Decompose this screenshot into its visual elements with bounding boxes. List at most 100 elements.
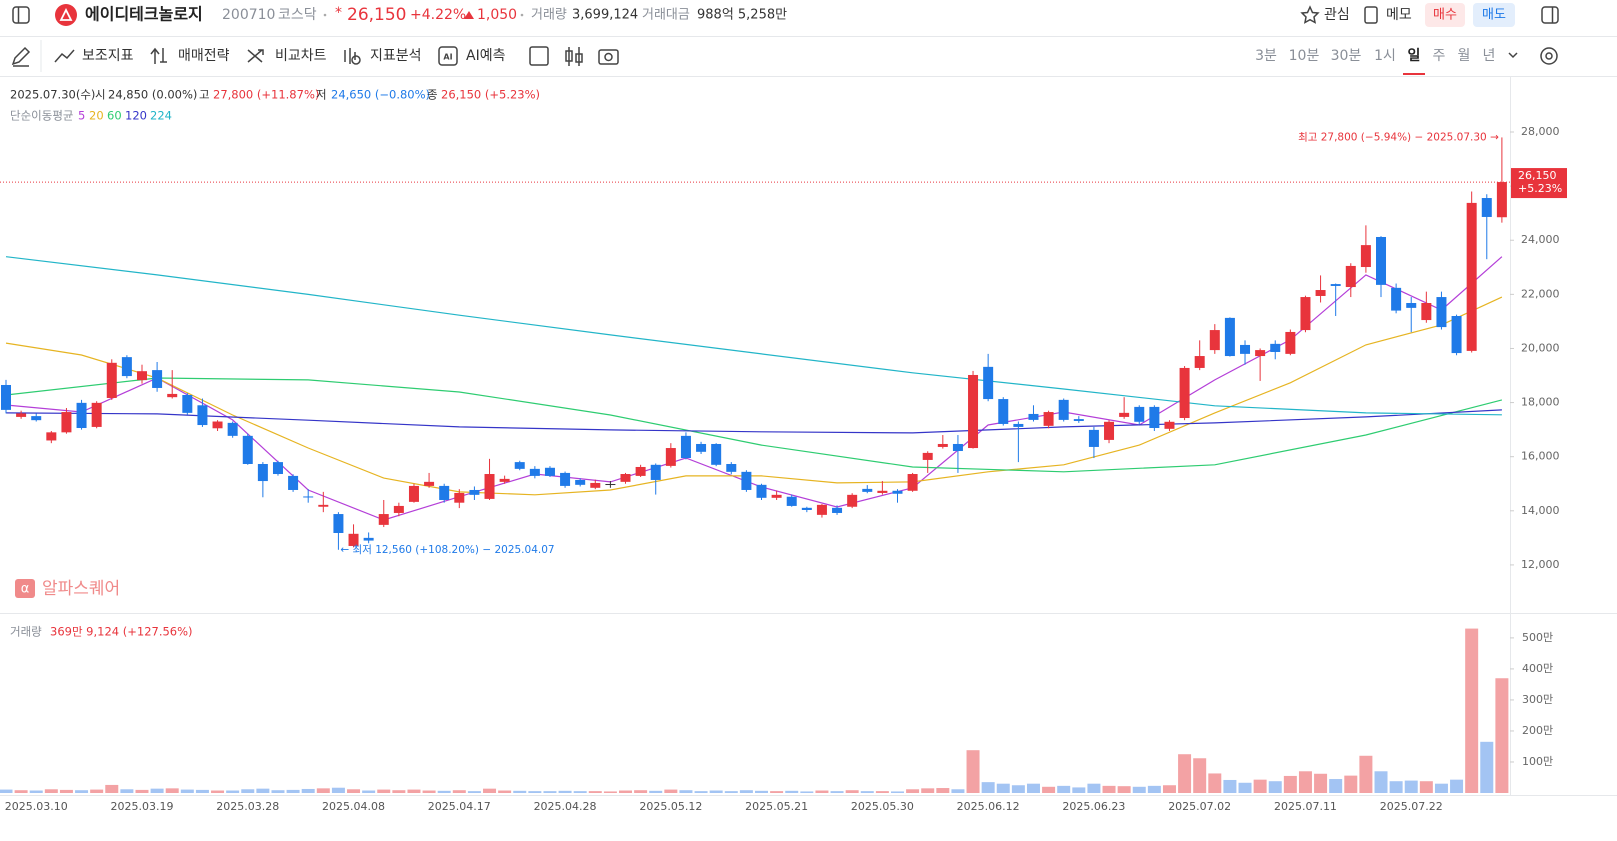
x-tick-label: 2025.05.12: [639, 800, 702, 813]
volume-bar: [860, 791, 874, 793]
candle-body: [605, 484, 616, 486]
volume-bar: [0, 789, 13, 793]
volume-bar: [498, 790, 512, 793]
ma-label: 단순이동평균: [10, 109, 73, 123]
candle-body: [575, 479, 586, 485]
volume-bar: [1465, 628, 1479, 793]
candle-body: [1028, 413, 1039, 420]
volume-bar: [1238, 782, 1252, 793]
tool[interactable]: 매매전략: [178, 48, 230, 64]
volume-bar: [331, 787, 345, 793]
candle-body: [1436, 297, 1447, 328]
volume-bar: [362, 790, 376, 793]
panel-toggle[interactable]: [1541, 6, 1559, 24]
timeframe[interactable]: 년: [1483, 48, 1496, 64]
volume-bar: [1117, 786, 1131, 793]
candle-body: [771, 494, 782, 498]
candle-body: [922, 452, 933, 460]
candle-body: [1088, 429, 1099, 447]
candle-body: [408, 485, 419, 502]
timeframe[interactable]: 3분: [1255, 48, 1277, 64]
volume-bar: [755, 790, 768, 793]
volume-bar: [1329, 779, 1343, 793]
watermark-logo-mark: α: [21, 582, 30, 597]
analysis-icon-lens: [351, 55, 361, 65]
strategy-icon[interactable]: [150, 47, 167, 64]
camera-icon[interactable]: [598, 49, 619, 65]
last-price-label: 26,150: [1518, 169, 1557, 182]
timeframe[interactable]: 30분: [1331, 48, 1362, 64]
ma-legend: 120: [125, 109, 147, 123]
sidebar-toggle[interactable]: [12, 6, 30, 24]
volume-bar: [739, 790, 753, 793]
ma-legend: 60: [107, 109, 122, 123]
volume-bar: [1026, 783, 1040, 793]
candle-body: [348, 533, 359, 546]
watch-icon[interactable]: [1300, 5, 1320, 24]
candle-icon[interactable]: [568, 47, 580, 66]
candle-body: [454, 492, 465, 503]
volume-bar: [830, 791, 844, 793]
buy[interactable]: 매수: [1433, 8, 1457, 23]
tool[interactable]: AI예측: [466, 48, 506, 64]
volume-bar: [921, 788, 935, 793]
volume-tick-label: 500만: [1522, 631, 1553, 644]
x-tick-label: 2025.07.11: [1274, 800, 1337, 813]
timeframe[interactable]: 1시: [1374, 48, 1396, 64]
volume-bar: [256, 788, 270, 793]
volume-bar: [75, 790, 89, 793]
candle-body: [1300, 297, 1311, 331]
settings-icon[interactable]: [1540, 47, 1558, 65]
sell-button[interactable]: [1473, 3, 1515, 27]
tool[interactable]: 지표분석: [370, 48, 422, 64]
volume-bar: [483, 788, 497, 793]
close-label: 종: [427, 88, 438, 102]
volume-bar: [1011, 785, 1025, 793]
chevron[interactable]: [1508, 52, 1518, 59]
sell[interactable]: 매도: [1482, 8, 1506, 23]
change-pct: +4.22%: [410, 7, 466, 23]
moving-average: [5, 409, 1502, 434]
volume-bar: [951, 789, 965, 793]
timeframe[interactable]: 주: [1433, 48, 1446, 64]
candle-body: [197, 405, 208, 426]
candle-body: [136, 371, 147, 381]
info-date: 2025.07.30(수): [10, 88, 95, 102]
timeframe[interactable]: 월: [1458, 48, 1471, 64]
volume-tick-label: 100만: [1522, 755, 1553, 768]
volume-bar: [1132, 786, 1146, 793]
candle-body: [998, 399, 1009, 424]
candle-icon-body: [565, 50, 573, 62]
timeframe[interactable]: 10분: [1289, 48, 1320, 64]
volume-bar: [845, 790, 859, 793]
high-note: 최고 27,800 (−5.94%) − 2025.07.30 →: [1298, 131, 1499, 143]
volume-bar: [377, 789, 391, 793]
candle-body: [801, 507, 812, 510]
timeframe[interactable]: 일: [1408, 48, 1421, 64]
volume-bar: [1162, 785, 1176, 793]
volume-bar: [1450, 779, 1464, 793]
volume-bar: [347, 789, 361, 793]
candle-body: [76, 402, 87, 429]
draw-icon[interactable]: [11, 46, 31, 67]
memo[interactable]: 메모: [1386, 7, 1412, 23]
volume-bar: [105, 784, 119, 793]
tool[interactable]: 비교차트: [275, 48, 327, 64]
x-tick-label: 2025.07.02: [1168, 800, 1231, 813]
x-tick-label: 2025.06.23: [1062, 800, 1125, 813]
indicator-icon[interactable]: [54, 49, 75, 63]
volume-bar: [1087, 783, 1101, 793]
watch[interactable]: 관심: [1324, 7, 1350, 23]
candle-body: [484, 474, 495, 499]
layout-icon[interactable]: [529, 46, 549, 66]
volume-bar: [981, 782, 995, 793]
compare-icon[interactable]: [247, 49, 264, 63]
tool[interactable]: 보조지표: [82, 48, 134, 64]
memo-icon[interactable]: [1364, 6, 1378, 24]
volume-bar: [1178, 754, 1192, 793]
buy-button[interactable]: [1425, 3, 1465, 27]
y-tick-label: 12,000: [1521, 558, 1560, 571]
volume-bar: [44, 789, 58, 793]
ai-icon[interactable]: [438, 46, 458, 66]
ma-legend: 5: [78, 109, 85, 123]
